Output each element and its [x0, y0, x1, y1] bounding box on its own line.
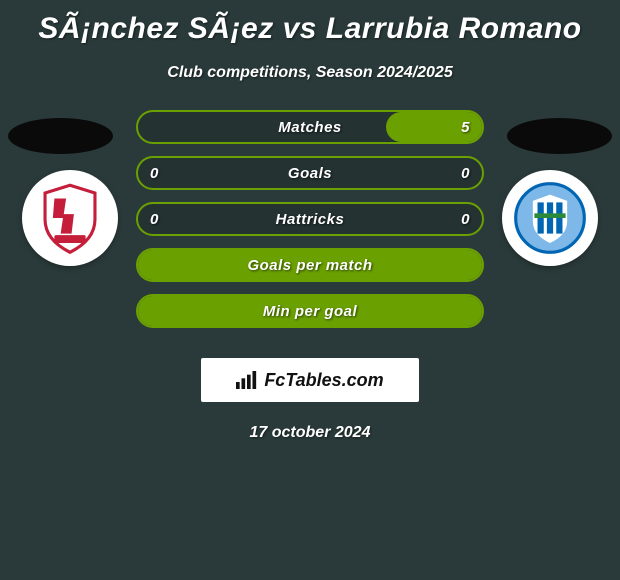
stat-right-value: 5 — [461, 119, 470, 136]
stat-right-value: 0 — [461, 165, 470, 182]
stat-row-hattricks: 0 Hattricks 0 — [136, 202, 484, 236]
stats-list: Matches 5 0 Goals 0 0 Hattricks 0 Goals … — [136, 110, 484, 328]
stat-left-value: 0 — [150, 211, 159, 228]
stat-right-value: 0 — [461, 211, 470, 228]
club-badge-right — [502, 170, 598, 266]
stat-row-goals: 0 Goals 0 — [136, 156, 484, 190]
player-left-ellipse — [8, 118, 113, 154]
watermark-box: FcTables.com — [201, 358, 419, 402]
stat-label: Hattricks — [276, 211, 345, 228]
page-subtitle: Club competitions, Season 2024/2025 — [0, 64, 620, 82]
player-right-ellipse — [507, 118, 612, 154]
stat-row-min-per-goal: Min per goal — [136, 294, 484, 328]
comparison-panel: Matches 5 0 Goals 0 0 Hattricks 0 Goals … — [0, 110, 620, 442]
malaga-crest-icon — [511, 179, 589, 257]
stat-label: Goals per match — [247, 257, 372, 274]
watermark-text: FcTables.com — [264, 370, 383, 391]
stat-label: Min per goal — [263, 303, 357, 320]
stat-left-value: 0 — [150, 165, 159, 182]
stat-row-matches: Matches 5 — [136, 110, 484, 144]
granada-crest-icon — [31, 179, 109, 257]
date-label: 17 october 2024 — [0, 424, 620, 442]
stat-label: Matches — [278, 119, 342, 136]
stat-row-goals-per-match: Goals per match — [136, 248, 484, 282]
bar-chart-icon — [236, 371, 258, 389]
club-badge-left — [22, 170, 118, 266]
page-title: SÃ¡nchez SÃ¡ez vs Larrubia Romano — [0, 0, 620, 46]
stat-label: Goals — [288, 165, 332, 182]
